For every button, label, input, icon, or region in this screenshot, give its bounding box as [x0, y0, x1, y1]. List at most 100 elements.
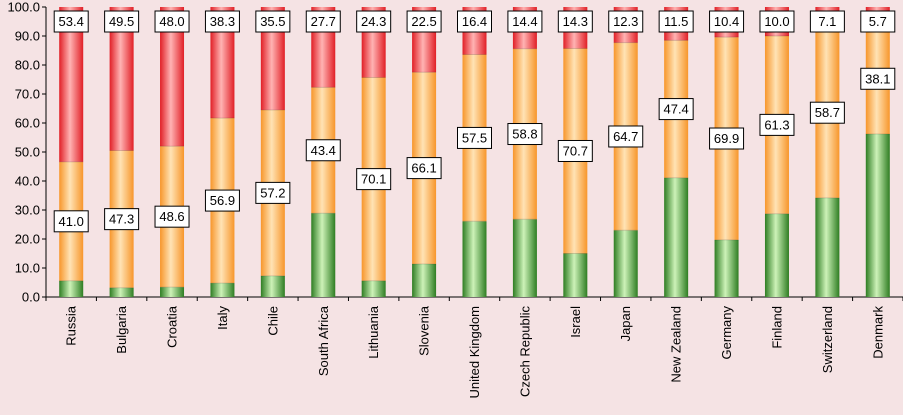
- data-label-box: [658, 10, 694, 33]
- y-tick-label: 20.0: [15, 232, 40, 247]
- data-label-box: [507, 10, 543, 33]
- category-label: Finland: [769, 306, 784, 349]
- data-label: 35.5: [260, 14, 285, 29]
- data-label-box: [154, 10, 190, 33]
- data-label: 64.7: [613, 129, 638, 144]
- data-label: 58.8: [512, 127, 537, 142]
- data-label: 66.1: [411, 161, 436, 176]
- category-label: United Kingdom: [467, 306, 482, 399]
- data-label-box: [759, 113, 795, 136]
- data-label-box: [759, 10, 795, 33]
- data-label: 5.7: [869, 14, 887, 29]
- category-label: Israel: [568, 306, 583, 338]
- bar-segment-1: [512, 219, 537, 297]
- bar-segment-1: [613, 230, 638, 297]
- data-label: 38.3: [210, 14, 235, 29]
- data-label: 49.5: [109, 14, 134, 29]
- y-tick-label: 60.0: [15, 116, 40, 131]
- category-label-layer: Russia Bulgaria Croatia Italy Chile South Afr…: [64, 305, 886, 398]
- bar-segment-1: [260, 275, 285, 297]
- data-label-box: [406, 10, 442, 33]
- data-label-box: [204, 10, 240, 33]
- data-label: 57.2: [260, 185, 285, 200]
- data-label: 48.6: [159, 209, 184, 224]
- y-tick-label: 40.0: [15, 174, 40, 189]
- y-tick-label: 80.0: [15, 58, 40, 73]
- data-label: 61.3: [764, 117, 789, 132]
- y-tick-label: 10.0: [15, 261, 40, 276]
- data-label-box: [860, 67, 896, 90]
- category-label: Lithuania: [366, 305, 381, 359]
- data-label: 10.4: [714, 14, 739, 29]
- data-label: 43.4: [311, 143, 336, 158]
- y-tick-label: 90.0: [15, 29, 40, 44]
- data-label: 7.1: [818, 14, 836, 29]
- data-label: 57.5: [462, 130, 487, 145]
- data-label: 56.9: [210, 193, 235, 208]
- data-label: 10.0: [764, 14, 789, 29]
- data-label-box: [457, 10, 492, 33]
- bar-segment-1: [109, 287, 134, 297]
- data-label: 69.9: [714, 131, 739, 146]
- bar-segment-1: [865, 134, 890, 297]
- category-label: Bulgaria: [114, 305, 129, 353]
- data-label-box: [608, 125, 644, 148]
- data-label-box: [53, 10, 89, 33]
- data-label: 53.4: [59, 14, 84, 29]
- data-label-box: [507, 123, 543, 146]
- bar-segment-3: [59, 7, 84, 162]
- y-tick-label: 0.0: [22, 290, 40, 305]
- category-label: Czech Republic: [517, 306, 532, 398]
- data-label: 11.5: [664, 14, 688, 29]
- data-label-box: [356, 168, 392, 191]
- label-layer: 41.0 53.4 47.3 49.5 48.6 48.0 56.9 38.3 57.2 35.5…: [53, 10, 896, 233]
- data-label-box: [104, 208, 140, 231]
- data-label-box: [406, 157, 442, 180]
- category-label: Japan: [618, 306, 633, 341]
- data-label: 41.0: [59, 214, 84, 229]
- data-label: 70.1: [361, 172, 386, 187]
- category-label: Denmark: [870, 306, 885, 359]
- axis-layer: 0.0 10.0 20.0 30.0 40.0 50.0 60.0 70.0 80.0 90.0 1…: [7, 0, 903, 305]
- data-label: 14.4: [512, 14, 537, 29]
- data-label-box: [53, 210, 89, 233]
- y-tick-label: 50.0: [15, 145, 40, 160]
- data-label: 16.4: [462, 14, 487, 29]
- data-label-box: [709, 127, 745, 150]
- data-label-box: [305, 139, 341, 162]
- bar-layer: [59, 7, 890, 297]
- bar-segment-1: [714, 239, 739, 297]
- category-label: South Africa: [316, 305, 331, 376]
- data-label-box: [356, 10, 392, 33]
- y-tick-label: 100.0: [7, 0, 40, 15]
- data-label: 38.1: [865, 71, 890, 86]
- data-label: 12.3: [613, 14, 638, 29]
- data-label: 14.3: [563, 14, 588, 29]
- data-label-box: [557, 139, 593, 162]
- category-label: Russia: [64, 305, 79, 346]
- data-label: 47.4: [663, 102, 688, 117]
- bar-segment-1: [361, 280, 386, 297]
- bar-segment-1: [59, 280, 84, 297]
- y-tick-label: 30.0: [15, 203, 40, 218]
- category-label: Switzerland: [820, 306, 835, 373]
- bar-segment-1: [764, 213, 789, 297]
- bar-segment-1: [462, 221, 487, 297]
- data-label: 58.7: [815, 105, 840, 120]
- data-label-box: [658, 98, 694, 121]
- data-label: 22.5: [411, 14, 436, 29]
- category-label: Slovenia: [417, 305, 432, 356]
- bar-segment-1: [815, 197, 840, 297]
- bar-segment-1: [563, 253, 588, 297]
- data-label: 24.3: [361, 14, 386, 29]
- data-label: 27.7: [311, 14, 336, 29]
- data-label-box: [104, 10, 140, 33]
- data-label-box: [305, 10, 341, 33]
- category-label: New Zealand: [669, 306, 684, 383]
- data-label: 70.7: [563, 143, 588, 158]
- bar-segment-1: [664, 177, 689, 297]
- category-label: Italy: [215, 306, 230, 330]
- data-label-box: [809, 101, 845, 124]
- data-label-box: [809, 10, 845, 33]
